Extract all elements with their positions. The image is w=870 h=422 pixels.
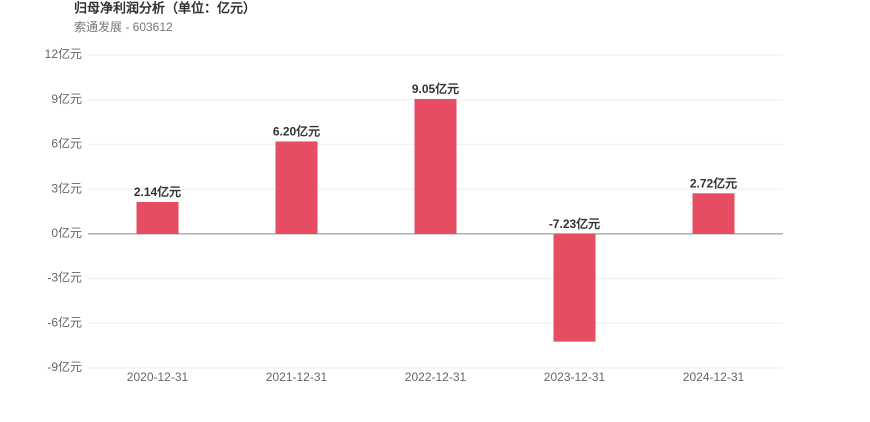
x-tick-label: 2021-12-31: [266, 370, 328, 384]
value-label: 9.05亿元: [412, 81, 459, 96]
y-tick-label: -3亿元: [47, 270, 82, 285]
x-tick-label: 2022-12-31: [405, 370, 467, 384]
chart-subtitle: 索通发展 - 603612: [74, 19, 173, 34]
y-tick-label: -9亿元: [47, 359, 82, 374]
y-tick-label: 0亿元: [51, 225, 82, 240]
value-label: -7.23亿元: [549, 216, 600, 231]
y-tick-label: -6亿元: [47, 314, 82, 329]
y-tick-label: 3亿元: [51, 180, 82, 195]
chart-title: 归母净利润分析（单位：亿元）: [74, 0, 256, 15]
y-tick-label: 12亿元: [45, 46, 82, 61]
y-tick-label: 6亿元: [51, 136, 82, 151]
bar: [553, 233, 596, 342]
bar: [136, 201, 179, 234]
value-label: 2.72亿元: [690, 175, 737, 190]
bar: [414, 98, 457, 234]
x-tick-label: 2024-12-31: [683, 370, 745, 384]
bar: [275, 141, 318, 234]
x-tick-label: 2023-12-31: [544, 370, 606, 384]
x-tick-label: 2020-12-31: [127, 370, 189, 384]
value-label: 6.20亿元: [273, 124, 320, 139]
y-tick-label: 9亿元: [51, 91, 82, 106]
value-label: 2.14亿元: [134, 184, 181, 199]
bar: [692, 193, 735, 234]
